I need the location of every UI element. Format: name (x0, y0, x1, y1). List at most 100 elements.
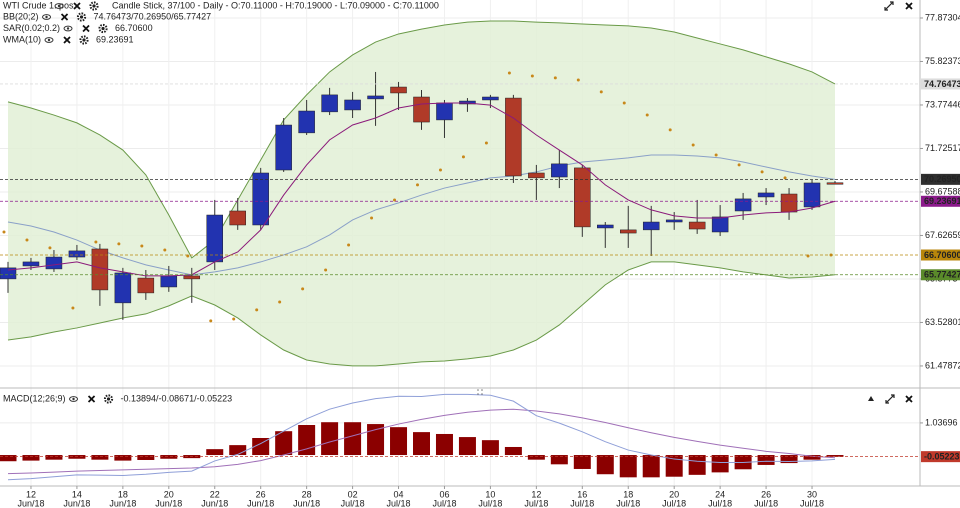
remove-button[interactable] (905, 395, 913, 403)
settings-button[interactable] (98, 23, 108, 34)
candle-body (114, 272, 132, 304)
eye-pupil[interactable] (66, 27, 70, 30)
sar-dot (438, 168, 442, 172)
macd-histogram-bar (688, 455, 706, 475)
expand-arrow[interactable] (884, 7, 888, 11)
wma-line (7, 102, 836, 277)
legend-values: 69.23691 (96, 34, 134, 44)
cross-stroke[interactable] (60, 13, 69, 21)
eye-pupil[interactable] (45, 15, 48, 19)
eye-pupil[interactable] (72, 397, 75, 401)
settings-button[interactable] (79, 35, 89, 45)
macd-histogram-bar (160, 455, 178, 459)
remove-button[interactable] (63, 36, 71, 44)
expand-button[interactable] (885, 394, 895, 404)
axes: 77.87304 75.82373 73.77446 71.72517 69.67588… (17, 12, 960, 508)
macd-histogram-bar (252, 438, 270, 456)
price-tag-label: 66.70600 (924, 250, 960, 260)
eye-pupil[interactable] (57, 4, 61, 8)
chart-title: WTI Crude 1. pos (3, 0, 74, 10)
settings-button[interactable] (103, 394, 114, 404)
x-tick-label: 22 (210, 489, 220, 499)
eye-icon[interactable] (54, 3, 64, 9)
remove-button[interactable] (87, 395, 96, 403)
x-tick-month: Jun/18 (155, 498, 182, 508)
expand-arrow[interactable] (885, 400, 889, 404)
x-tick-label: 02 (348, 489, 358, 499)
eye-pupil[interactable] (47, 38, 51, 42)
visibility-toggle[interactable] (63, 25, 73, 32)
gear-teeth[interactable] (98, 23, 108, 34)
sar-dot (255, 308, 259, 312)
x-tick-label: 28 (302, 489, 312, 499)
visibility-toggle[interactable] (44, 37, 54, 43)
candle-body (68, 250, 86, 258)
legend: BB(20;2) 74.76473/70.26950/65.77427 SAR(0.… (3, 11, 211, 44)
sar-dot (25, 238, 29, 242)
candle-body (298, 110, 315, 134)
macd-histogram-bar (596, 455, 614, 475)
sar-dot (645, 113, 649, 117)
candle-body (413, 96, 430, 123)
y-tick-label: 71.72517 (925, 143, 960, 153)
remove-button[interactable] (73, 2, 81, 10)
cross-stroke[interactable] (73, 2, 81, 10)
expand-stroke[interactable] (885, 394, 895, 404)
x-tick-month: Jul/18 (754, 498, 778, 508)
x-tick-month: Jul/18 (387, 498, 411, 508)
sar-dot (347, 243, 351, 247)
eye-icon[interactable] (63, 25, 73, 32)
gear-teeth[interactable] (103, 394, 114, 404)
visibility-toggle[interactable] (42, 14, 52, 20)
eye-icon[interactable] (69, 396, 79, 402)
gear-hub[interactable] (92, 4, 96, 8)
move-up-button[interactable] (868, 396, 874, 401)
sar-dot (714, 153, 718, 157)
remove-button[interactable] (60, 13, 69, 21)
price-tag-label: 70.26950 (924, 174, 960, 184)
bollinger-upper (7, 20, 836, 259)
candle-body (160, 275, 178, 288)
cross-stroke[interactable] (63, 36, 71, 44)
visibility-toggle[interactable] (69, 396, 79, 402)
eye-icon[interactable] (42, 14, 52, 20)
cross-stroke[interactable] (905, 2, 913, 10)
sar-dot (48, 246, 52, 250)
expand-arrow[interactable] (891, 394, 895, 398)
expand-button[interactable] (884, 1, 894, 11)
sar-dot (461, 155, 465, 159)
settings-button[interactable] (89, 1, 99, 11)
macd-line (7, 393, 836, 481)
remove-button[interactable] (905, 2, 913, 10)
price-tag-box (921, 195, 960, 207)
sar-dot (94, 240, 98, 244)
macd-histogram-bar (91, 455, 109, 460)
cross-stroke[interactable] (905, 395, 913, 403)
gear-hub[interactable] (106, 397, 111, 401)
macd-histogram-bar (481, 440, 499, 456)
x-tick-label: 20 (164, 489, 174, 499)
visibility-toggle[interactable] (54, 3, 64, 9)
gear-hub[interactable] (101, 26, 105, 31)
gear-hub[interactable] (79, 15, 84, 19)
cross-stroke[interactable] (87, 395, 96, 403)
gear-teeth[interactable] (89, 1, 99, 11)
eye-icon[interactable] (44, 37, 54, 43)
candle-body (574, 167, 591, 228)
expand-arrow[interactable] (890, 1, 894, 5)
gear-teeth[interactable] (79, 35, 89, 45)
candle-body (597, 224, 614, 229)
settings-button[interactable] (76, 12, 87, 22)
gear-teeth[interactable] (76, 12, 87, 22)
x-tick-label: 20 (669, 489, 679, 499)
drag-handle[interactable] (477, 389, 483, 395)
cross-stroke[interactable] (82, 24, 90, 33)
remove-button[interactable] (82, 24, 90, 33)
expand-stroke[interactable] (884, 1, 894, 11)
y-tick-label: 67.62659 (925, 230, 960, 240)
x-tick-month: Jul/18 (524, 498, 548, 508)
gear-hub[interactable] (82, 38, 86, 42)
x-tick-label: 26 (256, 489, 266, 499)
price-tag-label: 74.76473 (924, 79, 960, 89)
